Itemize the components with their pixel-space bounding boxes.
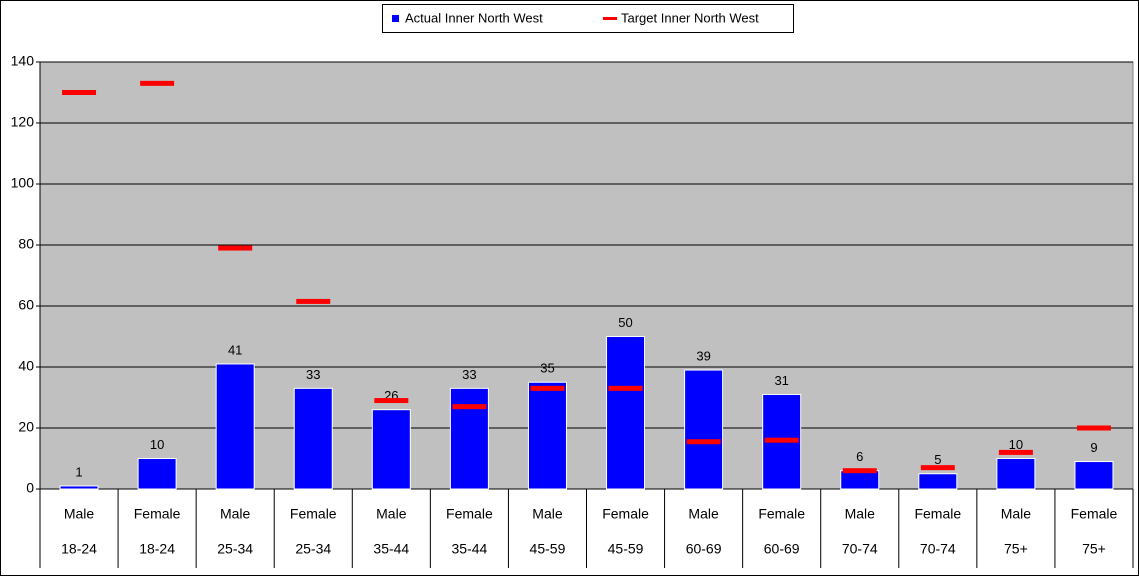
x-tick-label: Male (688, 506, 719, 522)
target-marker (608, 385, 643, 391)
y-tick-label: 140 (11, 53, 35, 69)
x-tick-label: 45-59 (608, 541, 644, 557)
bar (59, 485, 99, 490)
legend: Actual Inner North West Target Inner Nor… (382, 4, 794, 33)
bar (371, 409, 411, 490)
x-tick-label: 35-44 (451, 541, 487, 557)
x-tick-label: Male (845, 506, 876, 522)
data-label: 1 (75, 464, 82, 479)
bar (527, 381, 567, 490)
target-marker (842, 468, 877, 474)
legend-swatch (392, 15, 399, 22)
y-tick-label: 60 (18, 297, 34, 313)
target-marker (764, 437, 799, 443)
plot-area (39, 61, 1134, 490)
bar (1074, 461, 1114, 490)
data-label: 6 (856, 449, 863, 464)
y-tick-label: 80 (18, 236, 34, 252)
bar (449, 387, 489, 490)
x-tick-label: 18-24 (61, 541, 97, 557)
bar (293, 387, 333, 490)
y-tick-label: 40 (18, 358, 34, 374)
target-marker (920, 465, 955, 471)
y-tick-label: 100 (11, 175, 35, 191)
x-tick-label: 70-74 (920, 541, 956, 557)
legend-label: Target Inner North West (621, 10, 759, 25)
y-tick-label: 120 (11, 114, 35, 130)
x-tick-label: 35-44 (373, 541, 409, 557)
x-tick-label: Female (290, 506, 337, 522)
x-tick-label: 75+ (1004, 541, 1028, 557)
data-label: 41 (228, 342, 242, 357)
x-tick-label: 25-34 (217, 541, 253, 557)
legend-label: Actual Inner North West (405, 10, 543, 25)
x-tick-label: Female (1071, 506, 1118, 522)
x-tick-label: Male (220, 506, 251, 522)
target-marker (218, 245, 253, 251)
bar (137, 458, 177, 490)
data-label: 10 (1009, 437, 1023, 452)
bar (918, 473, 958, 490)
data-label: 5 (934, 452, 941, 467)
target-marker (374, 398, 409, 404)
x-tick-label: 60-69 (764, 541, 800, 557)
x-tick-label: 75+ (1082, 541, 1106, 557)
target-marker (1076, 425, 1111, 431)
legend-swatch (603, 17, 617, 20)
data-label: 35 (540, 361, 554, 376)
target-marker (998, 449, 1033, 455)
data-label: 33 (462, 367, 476, 382)
x-tick-label: 18-24 (139, 541, 175, 557)
data-label: 10 (150, 437, 164, 452)
target-marker (62, 90, 97, 95)
target-marker (296, 298, 331, 304)
x-tick-label: Female (134, 506, 181, 522)
x-tick-label: Male (64, 506, 95, 522)
bar (215, 363, 255, 490)
x-tick-label: Female (446, 506, 493, 522)
data-label: 9 (1090, 440, 1097, 455)
bar (684, 369, 724, 490)
x-tick-label: Female (602, 506, 649, 522)
bar (606, 336, 646, 490)
x-tick-label: 70-74 (842, 541, 878, 557)
target-marker (686, 439, 721, 445)
data-label: 50 (618, 315, 632, 330)
data-label: 31 (774, 373, 788, 388)
x-tick-label: 25-34 (295, 541, 331, 557)
x-tick-label: 60-69 (686, 541, 722, 557)
x-tick-label: Female (914, 506, 961, 522)
x-tick-label: Male (1001, 506, 1032, 522)
data-label: 33 (306, 367, 320, 382)
bar (840, 470, 880, 490)
x-tick-label: 45-59 (530, 541, 566, 557)
target-marker (140, 80, 175, 86)
target-marker (452, 404, 487, 410)
x-tick-label: Male (376, 506, 407, 522)
x-tick-label: Female (758, 506, 805, 522)
bar (996, 458, 1036, 490)
y-tick-label: 0 (26, 480, 34, 496)
x-tick-label: Male (532, 506, 563, 522)
target-marker (530, 385, 565, 391)
data-label: 39 (696, 348, 710, 363)
y-tick-label: 20 (18, 419, 34, 435)
legend-box (382, 4, 794, 33)
